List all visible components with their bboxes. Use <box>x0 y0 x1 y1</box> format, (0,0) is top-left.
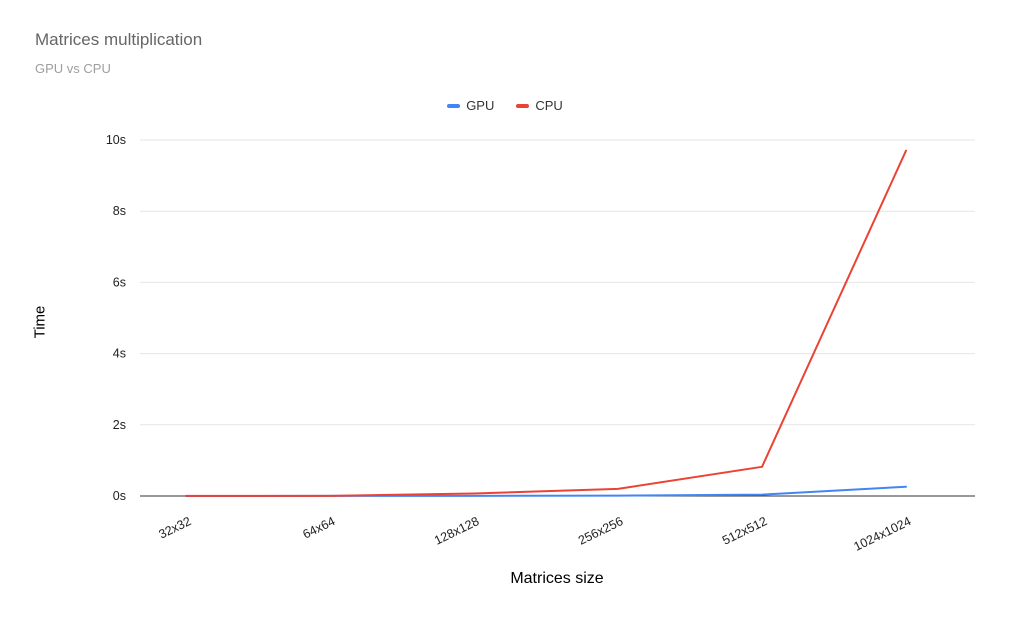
x-axis-title: Matrices size <box>510 570 604 587</box>
series-line-cpu <box>185 149 907 497</box>
x-tick-label: 256x256 <box>576 514 625 548</box>
x-tick-label: 32x32 <box>157 514 194 542</box>
x-tick-label: 64x64 <box>301 514 338 542</box>
chart-subtitle: GPU vs CPU <box>35 61 111 76</box>
y-tick-label: 0s <box>113 489 126 503</box>
x-tick-label: 128x128 <box>432 514 481 548</box>
gpu-series-swatch <box>447 103 461 108</box>
y-axis-title: Time <box>31 305 49 339</box>
y-tick-label: 10s <box>106 133 126 147</box>
legend-label-gpu: GPU <box>466 98 495 113</box>
legend-item-gpu[interactable]: GPU <box>447 98 494 113</box>
x-tick-label: 1024x1024 <box>852 514 914 554</box>
chart-legend: GPU CPU <box>0 98 1010 113</box>
y-tick-label: 6s <box>113 275 126 289</box>
y-tick-label: 4s <box>113 347 126 361</box>
y-tick-label: 8s <box>113 204 126 218</box>
cpu-series-swatch <box>516 103 530 108</box>
legend-label-cpu: CPU <box>535 98 563 113</box>
x-tick-label: 512x512 <box>720 514 769 548</box>
chart-title: Matrices multiplication <box>35 30 203 49</box>
legend-item-cpu[interactable]: CPU <box>516 98 563 113</box>
y-tick-label: 2s <box>113 418 126 432</box>
